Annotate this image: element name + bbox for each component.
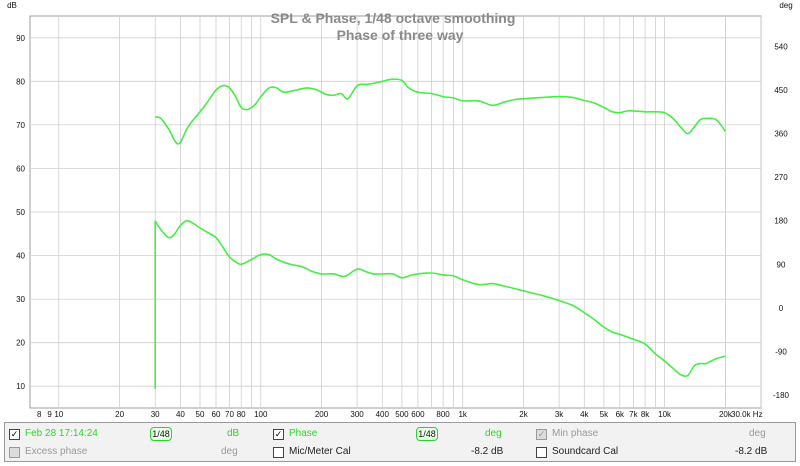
- right-axis-unit: deg: [779, 1, 792, 10]
- x-tick-label: 20k: [719, 410, 733, 419]
- x-tick-label: 7k: [629, 410, 638, 419]
- x-tick-label: 600: [411, 410, 425, 419]
- mic-cal-label: Mic/Meter Cal: [289, 446, 351, 457]
- left-tick-label: 50: [16, 208, 25, 217]
- x-tick-label: 60: [212, 410, 221, 419]
- grid: [30, 16, 762, 408]
- left-tick-label: 10: [16, 382, 25, 391]
- min-phase-unit: deg: [749, 428, 766, 439]
- left-tick-label: 80: [16, 77, 25, 86]
- chart-title: SPL & Phase, 1/48 octave smoothing: [271, 10, 516, 26]
- series-layer: [154, 78, 727, 389]
- phase-label: Phase: [289, 428, 318, 439]
- right-tick-label: 540: [774, 43, 788, 52]
- excess-phase-unit: deg: [221, 446, 238, 457]
- legend-panel: ✓ Feb 28 17:14:24 1/48 dB ✓ Phase 1/48 d…: [4, 422, 796, 462]
- right-tick-label: 270: [774, 173, 788, 182]
- x-tick-label: 3k: [555, 410, 564, 419]
- right-tick-label: -90: [775, 347, 787, 356]
- left-axis-unit: dB: [7, 1, 17, 10]
- x-tick-label: 2k: [519, 410, 528, 419]
- tick-labels: 102030405060708090-180-90090180270360450…: [16, 34, 789, 419]
- x-tick-label: 5k: [600, 410, 609, 419]
- right-tick-label: 360: [774, 130, 788, 139]
- x-tick-label: 8: [37, 410, 42, 419]
- x-tick-label: 200: [315, 410, 329, 419]
- spl-checkbox[interactable]: ✓: [9, 429, 20, 440]
- left-tick-label: 20: [16, 339, 25, 348]
- excess-phase-checkbox[interactable]: [9, 447, 20, 458]
- spl-phase-chart: 102030405060708090-180-90090180270360450…: [7, 1, 793, 419]
- x-tick-label: 9: [47, 410, 52, 419]
- excess-phase-label: Excess phase: [25, 446, 88, 457]
- x-tick-label: 400: [376, 410, 390, 419]
- right-tick-label: -180: [773, 391, 790, 400]
- phase-checkbox[interactable]: ✓: [273, 429, 284, 440]
- soundcard-cal-value: -8.2 dB: [735, 446, 768, 457]
- x-tick-label: 10: [54, 410, 63, 419]
- x-tick-label: 4k: [580, 410, 589, 419]
- left-tick-label: 70: [16, 121, 25, 130]
- chart-subtitle: Phase of three way: [337, 27, 464, 43]
- spl-smoothing-selector[interactable]: 1/48: [150, 427, 172, 441]
- x-tick-label: 10k: [658, 410, 672, 419]
- phase-smoothing-selector[interactable]: 1/48: [416, 427, 438, 441]
- spl-label: Feb 28 17:14:24: [25, 428, 98, 439]
- x-tick-label: 8k: [641, 410, 650, 419]
- right-tick-label: 0: [779, 304, 784, 313]
- x-tick-label: 6k: [616, 410, 625, 419]
- x-tick-label: 30: [151, 410, 160, 419]
- mic-cal-checkbox[interactable]: [273, 447, 284, 458]
- left-tick-label: 30: [16, 295, 25, 304]
- left-tick-label: 60: [16, 164, 25, 173]
- left-tick-label: 90: [16, 34, 25, 43]
- right-tick-label: 450: [774, 86, 788, 95]
- soundcard-cal-label: Soundcard Cal: [552, 446, 619, 457]
- x-tick-label: 40: [176, 410, 185, 419]
- x-tick-label: 80: [237, 410, 246, 419]
- soundcard-cal-checkbox[interactable]: [536, 447, 547, 458]
- right-tick-label: 90: [777, 260, 786, 269]
- min-phase-label: Min phase: [552, 428, 599, 439]
- x-tick-label: 100: [254, 410, 268, 419]
- x-tick-label: 70: [225, 410, 234, 419]
- x-tick-label: 20: [115, 410, 124, 419]
- x-tick-label: 800: [436, 410, 450, 419]
- spl-curve: [154, 78, 727, 145]
- x-tick-label: 1k: [458, 410, 467, 419]
- left-tick-label: 40: [16, 252, 25, 261]
- spl-unit: dB: [227, 428, 240, 439]
- x-tick-label: 50: [196, 410, 205, 419]
- phase-unit: deg: [485, 428, 502, 439]
- min-phase-checkbox[interactable]: ✓: [536, 429, 547, 440]
- phase-curve: [154, 219, 726, 378]
- right-tick-label: 180: [774, 217, 788, 226]
- x-tick-label: 300: [350, 410, 364, 419]
- x-tick-label: 30.0k Hz: [731, 410, 763, 419]
- x-tick-label: 500: [395, 410, 409, 419]
- mic-cal-value: -8.2 dB: [471, 446, 504, 457]
